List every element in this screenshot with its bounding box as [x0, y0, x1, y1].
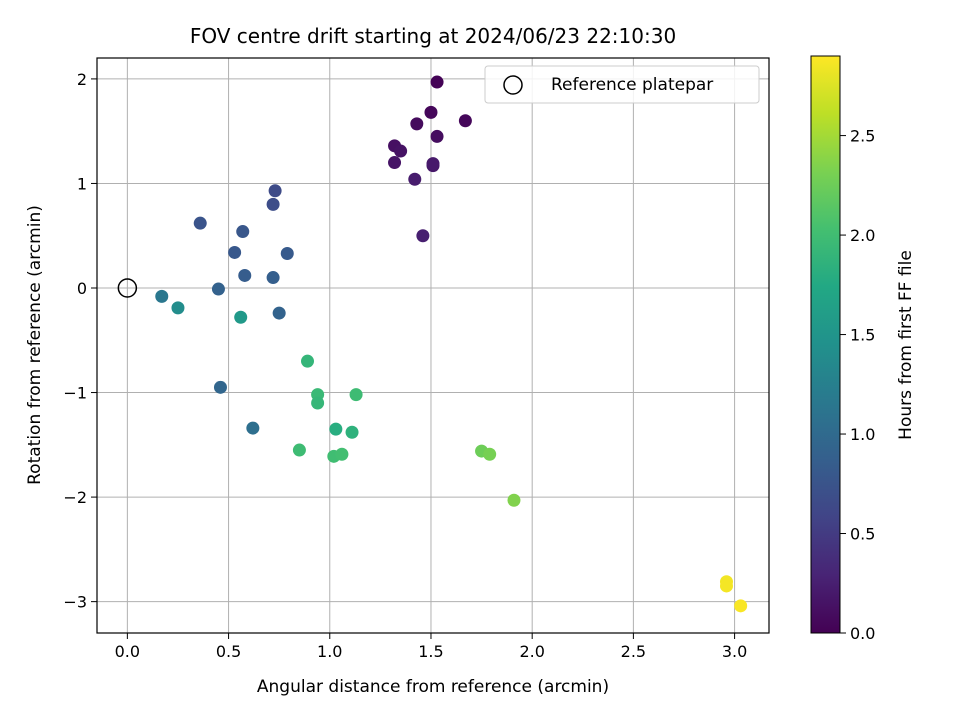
data-point — [213, 380, 227, 394]
x-axis-ticks: 0.0 0.5 1.0 1.5 2.0 2.5 3.0 — [115, 633, 747, 661]
plot-frame — [96, 57, 770, 634]
data-point — [280, 247, 294, 260]
data-point — [234, 310, 248, 324]
grid-lines — [97, 58, 769, 633]
data-point — [301, 354, 315, 368]
colorbar-tick-label: 0.0 — [850, 624, 875, 643]
legend: Reference platepar — [484, 65, 760, 104]
data-point — [430, 75, 444, 89]
data-point — [416, 229, 430, 243]
legend-label: Reference platepar — [551, 75, 713, 95]
data-point — [349, 388, 363, 402]
x-tick-label: 3.0 — [722, 642, 747, 661]
data-point — [345, 425, 359, 439]
y-tick-label: 1 — [77, 174, 87, 193]
data-point — [507, 493, 521, 507]
data-point — [211, 282, 225, 296]
data-point — [246, 421, 260, 435]
reference-marker — [117, 278, 138, 298]
data-point — [483, 447, 497, 461]
data-point — [426, 157, 440, 171]
y-tick-label: −1 — [63, 384, 87, 403]
data-point — [238, 268, 252, 282]
data-point — [292, 443, 306, 457]
data-point — [734, 599, 748, 613]
data-point — [236, 225, 250, 239]
data-point — [228, 245, 242, 259]
data-point — [193, 216, 207, 230]
y-axis-ticks: 2 1 0 −1 −2 −3 — [63, 70, 97, 612]
x-axis-label: Angular distance from reference (arcmin) — [257, 677, 609, 697]
y-tick-label: −3 — [63, 593, 87, 612]
data-point — [424, 105, 438, 119]
data-point — [335, 447, 349, 461]
chart-title: FOV centre drift starting at 2024/06/23 … — [190, 24, 676, 48]
y-tick-label: 0 — [77, 279, 87, 298]
data-point — [329, 422, 343, 436]
legend-marker-icon — [503, 75, 523, 95]
data-point — [410, 117, 424, 131]
data-point — [388, 156, 402, 170]
data-point — [430, 129, 444, 143]
colorbar-ticks: 0.0 0.5 1.0 1.5 2.0 2.5 — [840, 127, 875, 643]
colorbar-tick-label: 0.5 — [850, 525, 875, 544]
y-tick-label: 2 — [77, 70, 87, 89]
data-point — [272, 306, 286, 320]
data-point — [719, 579, 733, 593]
colorbar-tick-label: 1.0 — [850, 425, 875, 444]
data-point — [458, 114, 472, 128]
colorbar-tick-label: 1.5 — [850, 326, 875, 345]
data-point — [171, 301, 185, 315]
data-point — [155, 289, 169, 303]
data-point — [408, 172, 422, 186]
data-point — [311, 396, 325, 410]
y-tick-label: −2 — [63, 488, 87, 507]
colorbar-tick-label: 2.5 — [850, 127, 875, 146]
x-tick-label: 2.5 — [621, 642, 646, 661]
x-tick-label: 0.0 — [115, 642, 140, 661]
legend-box — [484, 65, 760, 104]
colorbar — [810, 55, 841, 634]
y-axis-label: Rotation from reference (arcmin) — [25, 205, 45, 485]
data-points — [155, 75, 748, 613]
x-tick-label: 1.0 — [317, 642, 342, 661]
x-tick-label: 2.0 — [519, 642, 544, 661]
x-tick-label: 1.5 — [418, 642, 443, 661]
data-point — [268, 184, 282, 198]
data-point — [266, 197, 280, 211]
colorbar-tick-label: 2.0 — [850, 226, 875, 245]
data-point — [266, 271, 280, 285]
colorbar-label: Hours from first FF file — [896, 250, 916, 440]
x-tick-label: 0.5 — [216, 642, 241, 661]
data-point — [394, 144, 408, 158]
